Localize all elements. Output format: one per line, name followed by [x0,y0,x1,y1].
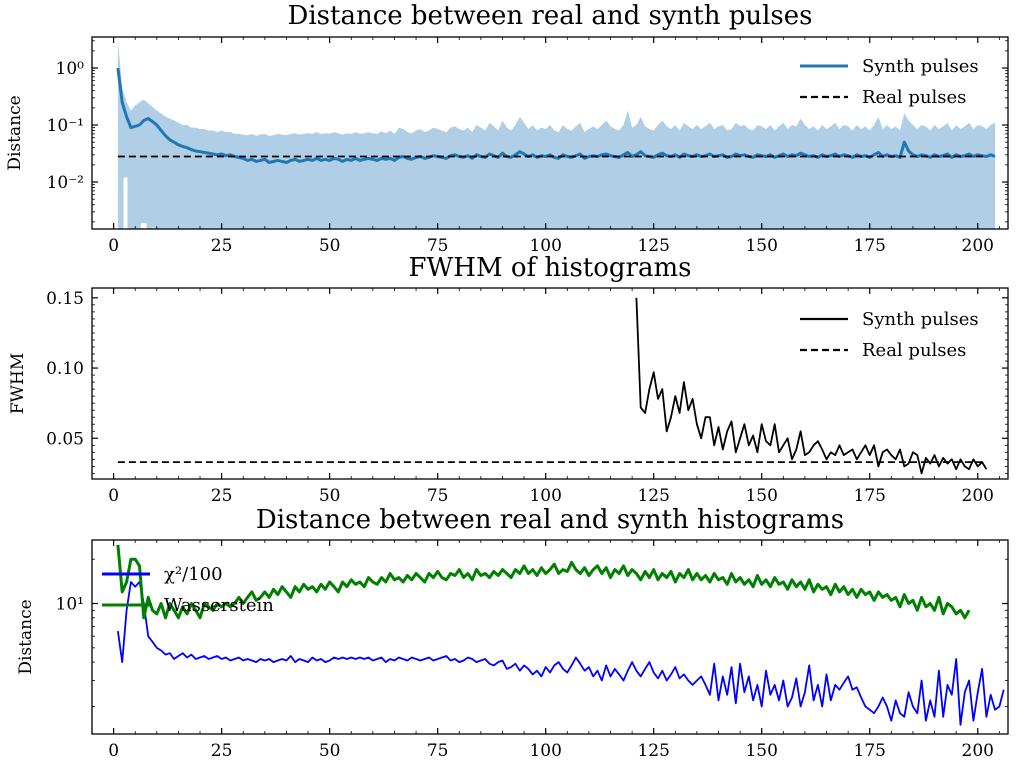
legend: Synth pulses Real pulses [800,309,979,361]
plot-frame [91,36,1009,230]
band-spike [149,216,153,229]
x-tick-label: 25 [211,236,233,256]
legend-label: χ²/100 [164,564,223,585]
x-tick-label: 200 [962,486,994,506]
chart-panel-3: 0 25 50 75 100 125 150 175 200 10¹ Distance betwee… [16,505,1009,761]
legend-label: Real pulses [862,340,966,361]
y-axis-label: Distance [5,95,25,170]
legend-label: Wasserstein [164,595,274,616]
x-tick-label: 150 [745,236,777,256]
x-tick-label: 50 [319,741,341,761]
x-tick-label: 125 [637,486,669,506]
x-tick-label: 25 [211,486,233,506]
x-tick-label: 50 [319,486,341,506]
x-tick-label: 25 [211,741,233,761]
y-axis-label: Distance [16,599,36,674]
x-tick-label: 125 [637,741,669,761]
x-tick-label: 175 [854,236,886,256]
x-tick-label: 200 [962,741,994,761]
chart-title: Distance between real and synth histogra… [256,505,844,535]
chart-title: FWHM of histograms [409,253,692,283]
band-gap [123,177,128,229]
x-tick-label: 0 [108,486,119,506]
plot-area [116,544,1005,726]
x-tick-label: 50 [319,236,341,256]
x-tick-label: 75 [427,236,449,256]
legend: Synth pulses Real pulses [800,56,979,108]
x-tick-label: 100 [529,236,561,256]
y-tick-label: 10⁻² [47,173,84,193]
legend-label: Synth pulses [862,56,979,77]
series-line--100 [117,581,1005,726]
y-tick-label: 10¹ [56,595,84,615]
y-axis-label: FWHM [8,353,28,415]
legend-label: Synth pulses [862,309,979,330]
x-tick-label: 150 [745,741,777,761]
y-tick-label: 10⁻¹ [47,116,84,136]
x-tick-label: 100 [529,741,561,761]
x-tick-label: 75 [427,486,449,506]
x-tick-label: 0 [108,741,119,761]
x-tick-label: 200 [962,236,994,256]
y-tick-label: 0.10 [46,359,84,379]
x-tick-label: 0 [108,236,119,256]
legend: χ²/100 Wasserstein [102,564,274,616]
plot-area [116,40,996,229]
chart-title: Distance between real and synth pulses [288,1,813,31]
plot-frame [91,539,1009,735]
x-tick-label: 150 [745,486,777,506]
x-tick-label: 175 [854,486,886,506]
x-tick-label: 100 [529,486,561,506]
x-tick-label: 75 [427,741,449,761]
chart-panel-2: 0 25 50 75 100 125 150 175 200 0.15 0.10 0.05 FWHM o… [8,253,1009,506]
legend-label: Real pulses [862,87,966,108]
chart-panel-1: 0 25 50 75 100 125 150 175 200 10⁰ 10⁻¹ 10⁻² Distanc… [5,1,1009,256]
y-tick-label: 10⁰ [56,59,85,79]
y-tick-label: 0.15 [46,289,84,309]
y-tick-label: 0.05 [46,429,84,449]
band-gap [140,223,147,229]
plot-frame [91,287,1009,480]
x-tick-label: 175 [854,741,886,761]
series-line-wasserstein [116,544,971,620]
series-line-synth-pulses [635,297,988,475]
x-tick-label: 125 [637,236,669,256]
confidence-band [117,40,995,229]
plot-area [117,297,988,475]
